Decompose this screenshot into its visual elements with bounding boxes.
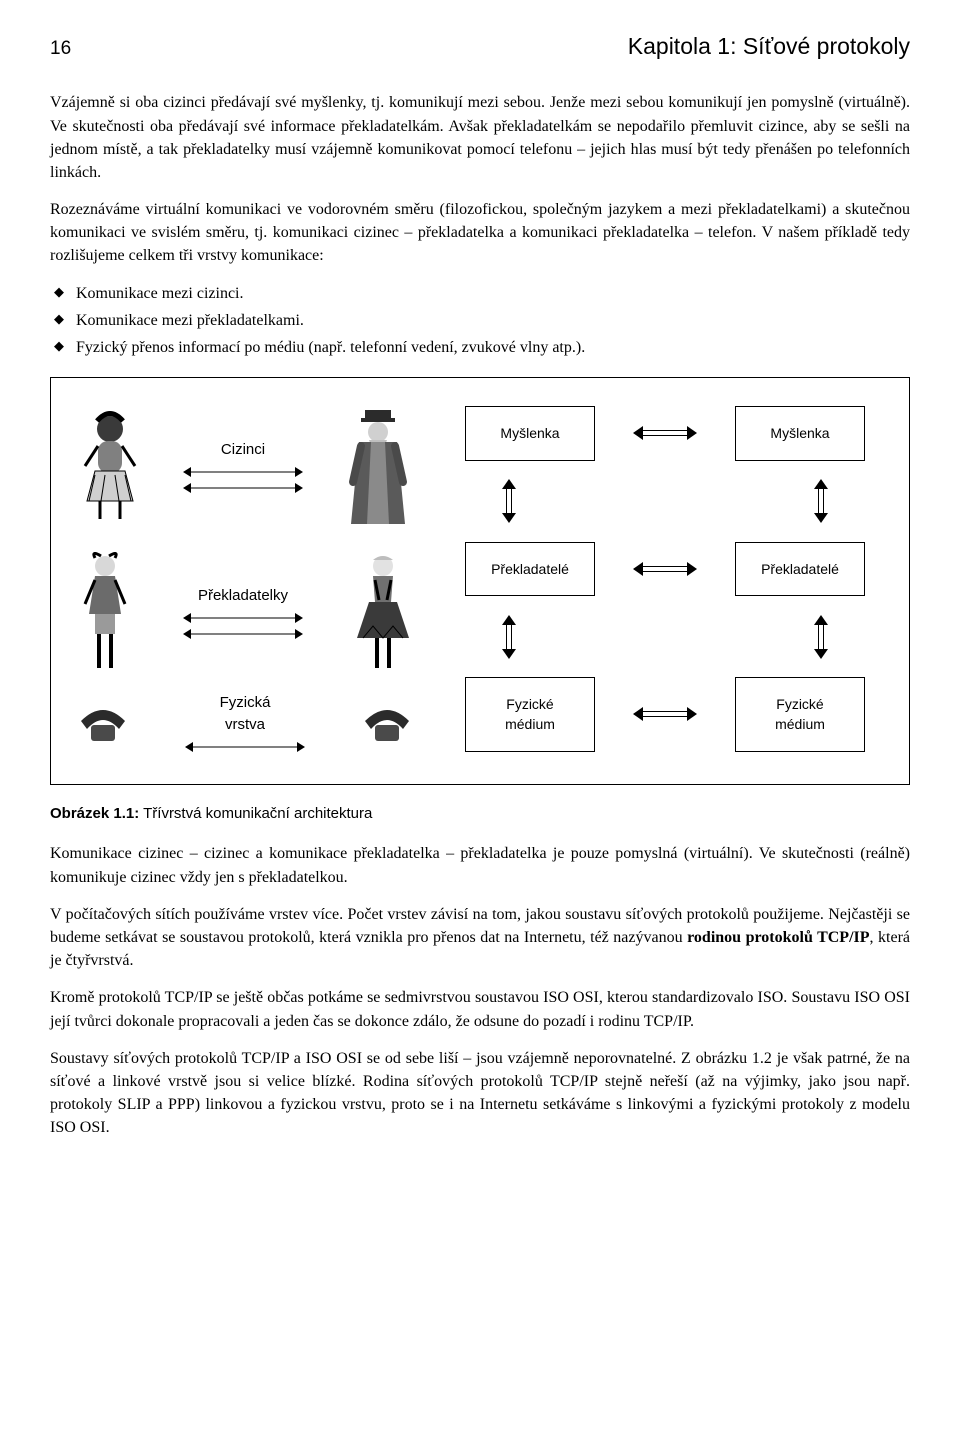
figure-left-panel: Cizinci xyxy=(75,406,415,752)
label-prekladatelky: Překladatelky xyxy=(198,585,288,607)
paragraph-5: Kromě protokolů TCP/IP se ještě občas po… xyxy=(50,986,910,1032)
boxes-row-2: Překladatelé Překladatelé xyxy=(445,542,885,596)
boxes-row-3: Fyzické médium Fyzické médium xyxy=(445,677,885,752)
figure-caption: Obrázek 1.1: Třívrstvá komunikační archi… xyxy=(50,803,910,825)
translator-1-icon xyxy=(75,552,135,672)
row-prekladatelky: Překladatelky xyxy=(75,552,415,672)
foreigner-1-icon xyxy=(75,411,145,521)
row-fyzicka: Fyzická vrstva xyxy=(75,692,415,752)
box-fyzicke-right: Fyzické médium xyxy=(735,677,865,752)
p4-bold: rodinou protokolů TCP/IP xyxy=(687,929,869,946)
phone-1-icon xyxy=(75,697,131,747)
list-item: Komunikace mezi překladatelkami. xyxy=(50,309,910,332)
vert-arrows-1 xyxy=(445,477,885,525)
boxes-row-1: Myšlenka Myšlenka xyxy=(445,406,885,460)
figure-1-1: Cizinci xyxy=(50,377,910,785)
double-arrow-icon xyxy=(500,617,518,657)
box-fyzicke-left: Fyzické médium xyxy=(465,677,595,752)
double-arrow-icon xyxy=(635,560,695,578)
box-myslenka-right: Myšlenka xyxy=(735,406,865,460)
double-arrow-icon xyxy=(500,481,518,521)
double-arrow-icon xyxy=(183,613,303,623)
paragraph-4: V počítačových sítích používáme vrstev v… xyxy=(50,903,910,973)
vert-arrows-2 xyxy=(445,613,885,661)
double-arrow-icon xyxy=(635,705,695,723)
figure-right-panel: Myšlenka Myšlenka Překladatelé Překladat… xyxy=(445,406,885,752)
box-prekladatele-left: Překladatelé xyxy=(465,542,595,596)
chapter-title: Kapitola 1: Síťové protokoly xyxy=(628,30,910,63)
row-cizinci: Cizinci xyxy=(75,406,415,526)
double-arrow-icon xyxy=(183,483,303,493)
paragraph-2: Rozeznáváme virtuální komunikaci ve vodo… xyxy=(50,198,910,268)
figure-caption-label: Obrázek 1.1: xyxy=(50,805,139,822)
phone-2-icon xyxy=(359,697,415,747)
double-arrow-icon xyxy=(185,742,305,752)
paragraph-6: Soustavy síťových protokolů TCP/IP a ISO… xyxy=(50,1047,910,1140)
bullet-list: Komunikace mezi cizinci. Komunikace mezi… xyxy=(50,282,910,360)
double-arrow-icon xyxy=(812,481,830,521)
label-fyzicka: Fyzická vrstva xyxy=(220,692,271,736)
page-number: 16 xyxy=(50,35,71,63)
figure-caption-text: Třívrstvá komunikační architektura xyxy=(139,805,372,822)
double-arrow-icon xyxy=(183,629,303,639)
double-arrow-icon xyxy=(635,424,695,442)
double-arrow-icon xyxy=(812,617,830,657)
label-cizinci: Cizinci xyxy=(221,439,265,461)
foreigner-2-icon xyxy=(341,406,415,526)
double-arrow-icon xyxy=(183,467,303,477)
box-prekladatele-right: Překladatelé xyxy=(735,542,865,596)
translator-2-icon xyxy=(351,552,415,672)
list-item: Komunikace mezi cizinci. xyxy=(50,282,910,305)
paragraph-3: Komunikace cizinec – cizinec a komunikac… xyxy=(50,842,910,888)
box-myslenka-left: Myšlenka xyxy=(465,406,595,460)
paragraph-1: Vzájemně si oba cizinci předávají své my… xyxy=(50,91,910,184)
list-item: Fyzický přenos informací po médiu (např.… xyxy=(50,336,910,359)
